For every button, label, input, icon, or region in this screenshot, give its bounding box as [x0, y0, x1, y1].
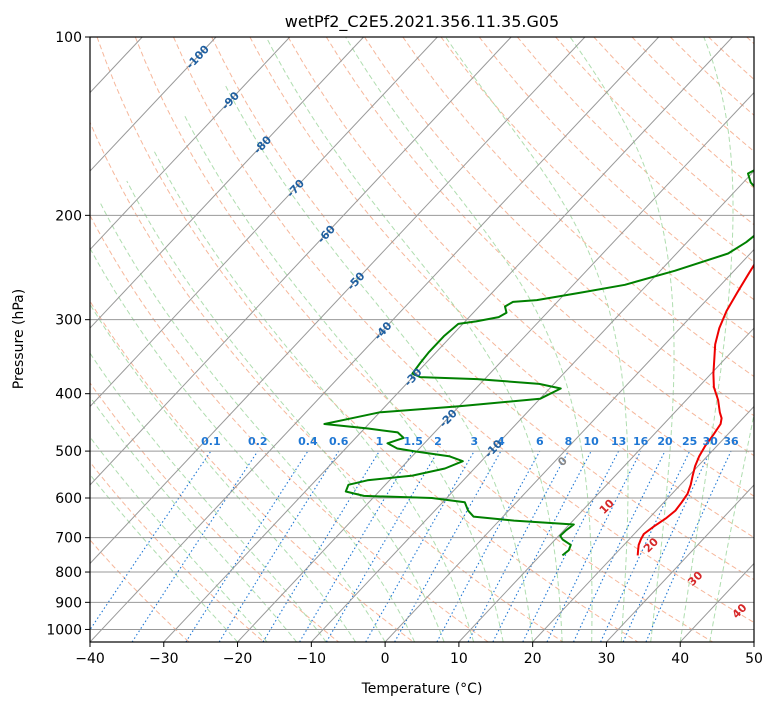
isotherm-line: [237, 91, 754, 642]
mixing-ratio-label: 1.5: [403, 435, 423, 448]
mixing-ratio-label: 6: [536, 435, 544, 448]
dry-adiabat-line: [90, 539, 190, 642]
y-axis: 100 200 300 400 500 600 700 800 900 1000: [46, 30, 90, 638]
dry-adiabat-line: [90, 121, 564, 642]
isotherm-line: [532, 405, 754, 642]
moist-adiabat-line: [90, 352, 327, 642]
mixing-ratio-label: 20: [657, 435, 673, 448]
dewpoint-line: [323, 169, 754, 557]
isotherm-line: [458, 327, 754, 642]
profile-series: [323, 169, 754, 557]
isotherm-line: [90, 37, 217, 172]
dry-adiabat-line: [173, 37, 754, 624]
moist-adiabat-line: [445, 37, 629, 642]
plot-frame: [89, 36, 755, 643]
isotherm-line: [90, 37, 438, 408]
moist-adiabat-line: [126, 180, 445, 642]
y-tick-label: 300: [55, 313, 82, 329]
mixing-ratio-label: 0.6: [329, 435, 349, 448]
y-tick-label: 100: [55, 30, 82, 46]
mixing-ratio-line: [546, 450, 642, 642]
mixing-ratio-label: 30: [703, 435, 719, 448]
mixing-ratio-label: 10: [584, 435, 600, 448]
x-axis: −40 −30 −20 −10 0 10 20 30 40 50: [75, 642, 763, 667]
mixing-ratio-label: 2: [434, 435, 442, 448]
isotherm-line: [90, 37, 364, 329]
x-tick-label: −20: [223, 651, 253, 667]
dry-adiabat-line: [249, 37, 754, 539]
y-axis-title: Pressure (hPa): [11, 289, 27, 389]
y-tick-label: 600: [55, 491, 82, 507]
moist-adiabat-line: [183, 113, 504, 642]
isotherm-line: [384, 248, 754, 642]
mixing-ratio-label: 13: [611, 435, 626, 448]
mixing-ratio-line: [90, 450, 212, 631]
mixing-ratio-line: [436, 450, 541, 642]
y-tick-label: 800: [55, 565, 82, 581]
x-tick-label: 0: [381, 651, 390, 667]
mixing-ratio-label: 0.4: [298, 435, 318, 448]
isotherm-line: [163, 37, 733, 642]
mixing-ratio-label: 25: [682, 435, 697, 448]
mixing-ratio-line: [522, 450, 620, 642]
isotherm-lines: [90, 37, 754, 642]
y-tick-label: 700: [55, 531, 82, 547]
mixing-ratio-label: 0.1: [201, 435, 221, 448]
y-tick-label: 1000: [46, 622, 82, 638]
moist-adiabat-line: [90, 436, 268, 642]
mixing-ratio-label: 4: [497, 435, 505, 448]
x-tick-label: 20: [524, 651, 542, 667]
moist-adiabat-line: [90, 473, 238, 642]
x-tick-label: 50: [745, 651, 763, 667]
mixing-ratio-line: [394, 450, 502, 642]
x-axis-title: Temperature (°C): [361, 681, 483, 697]
mixing-ratio-label: 1: [376, 435, 384, 448]
isotherm-line: [310, 170, 754, 642]
mixing-ratio-label: 8: [565, 435, 573, 448]
isotherm-line: [90, 37, 586, 565]
isotherm-line: [90, 37, 291, 251]
x-tick-label: 30: [598, 651, 616, 667]
moist-adiabat-line: [265, 37, 563, 642]
moist-adiabat-line: [224, 83, 534, 642]
chart-title: wetPf2_C2E5.2021.356.11.35.G05: [285, 12, 559, 32]
isotherm-line: [90, 37, 512, 486]
x-tick-label: −10: [297, 651, 327, 667]
mixing-ratio-line: [185, 450, 309, 642]
mixing-ratio-line: [262, 450, 380, 642]
mixing-ratio-label: 16: [633, 435, 649, 448]
x-tick-label: −40: [75, 651, 105, 667]
moist-adiabat-line: [679, 37, 734, 642]
dry-adiabat-line: [211, 37, 754, 581]
dry-adiabat-line: [96, 37, 639, 642]
y-tick-label: 200: [55, 208, 82, 224]
isotherm-line: [606, 484, 754, 642]
mixing-ratio-line: [622, 450, 711, 642]
moist-adiabat-line: [569, 37, 675, 642]
x-tick-label: 40: [671, 651, 689, 667]
dry-adiabat-line: [90, 214, 489, 642]
mixing-ratio-label: 36: [723, 435, 739, 448]
mixing-ratio-label: 3: [470, 435, 478, 448]
moist-adiabat-line: [345, 37, 593, 642]
moist-adiabat-line: [90, 396, 297, 642]
moist-adiabat-line: [99, 201, 416, 642]
x-tick-label: −30: [149, 651, 179, 667]
dry-adiabat-line: [287, 37, 754, 497]
x-tick-label: 10: [450, 651, 468, 667]
dry-adiabat-line: [90, 461, 265, 642]
moist-adiabat-line: [709, 412, 754, 642]
y-tick-label: 900: [55, 595, 82, 611]
y-tick-label: 400: [55, 387, 82, 403]
mixing-ratio-label: 0.2: [248, 435, 268, 448]
temperature-line: [636, 263, 754, 556]
y-tick-label: 500: [55, 444, 82, 460]
isotherm-line: [90, 37, 660, 642]
moist-adiabat-line: [90, 303, 357, 642]
